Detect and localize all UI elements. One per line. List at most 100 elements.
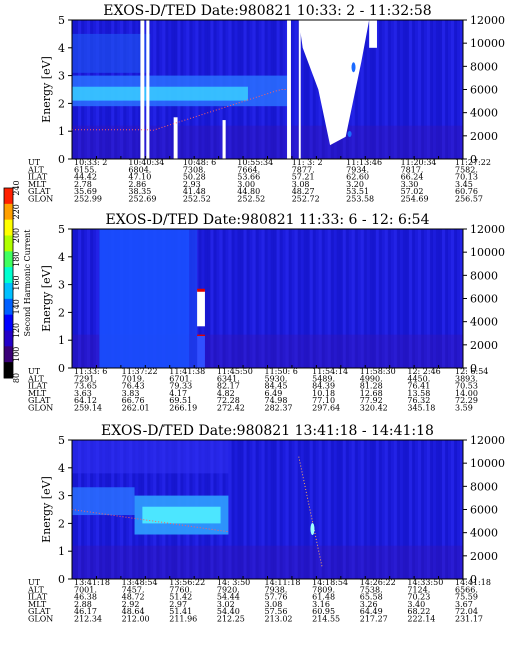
colorbar-tick-label: 200: [12, 228, 21, 243]
y-tick-label: 5: [58, 14, 65, 27]
row-value: 11:13:46: [346, 158, 382, 167]
heatmap-column: [456, 440, 461, 579]
heatmap-column: [261, 440, 265, 579]
row-value: 3.02: [217, 600, 235, 609]
heatmap-column: [225, 229, 229, 368]
row-value: 12.68: [360, 389, 383, 398]
heatmap-column: [312, 440, 317, 579]
data-gap: [140, 20, 145, 159]
heatmap-column: [357, 440, 362, 579]
heatmap-column: [363, 229, 368, 368]
row-value: 2.88: [74, 600, 92, 609]
heatmap-column: [348, 440, 353, 579]
row-value: 6804.: [128, 165, 151, 174]
y-tick-label: 4: [58, 251, 65, 264]
heatmap-band: [197, 336, 205, 368]
heatmap-column: [375, 229, 380, 368]
heatmap-column: [417, 440, 422, 579]
heatmap-column: [333, 440, 338, 579]
heatmap-column: [369, 440, 374, 579]
heatmap-column: [429, 440, 434, 579]
row-value: 57.02: [401, 187, 424, 196]
heatmap-column: [294, 229, 299, 368]
row-value: 214.55: [312, 615, 340, 624]
y2-tick-label: 4000: [470, 107, 498, 120]
y2-tick-label: 4000: [470, 527, 498, 540]
row-value: 74.98: [265, 396, 288, 405]
heatmap-column: [429, 229, 434, 368]
heatmap-column: [432, 440, 437, 579]
row-value: 81.28: [360, 382, 383, 391]
heatmap-column: [258, 440, 262, 579]
heatmap-column: [93, 229, 97, 368]
heatmap-column: [204, 229, 208, 368]
heatmap-column: [81, 229, 85, 368]
heatmap-column: [426, 20, 431, 159]
row-value: 12: 2:46: [407, 367, 440, 376]
heatmap-column: [438, 20, 443, 159]
row-value: 51.41: [169, 607, 192, 616]
row-value: 217.27: [360, 615, 388, 624]
heatmap-column: [405, 229, 410, 368]
heatmap-column: [327, 440, 332, 579]
heatmap-column: [357, 229, 362, 368]
row-label: GLAT: [28, 187, 51, 196]
heatmap-column: [360, 20, 365, 159]
heatmap-column: [345, 229, 350, 368]
row-value: 84.39: [312, 382, 335, 391]
row-value: 60.95: [312, 607, 335, 616]
heatmap-column: [390, 440, 395, 579]
row-value: 211.96: [169, 615, 197, 624]
heatmap-column: [444, 440, 449, 579]
heatmap-column: [261, 229, 265, 368]
row-value: 44.42: [74, 173, 97, 182]
heatmap-column: [387, 440, 392, 579]
heatmap-column: [441, 440, 446, 579]
heatmap-column: [75, 229, 79, 368]
row-value: 48.72: [122, 593, 145, 602]
heatmap-column: [435, 20, 440, 159]
heatmap-column: [291, 440, 296, 579]
heatmap-column: [216, 229, 220, 368]
panel-title: EXOS-D/TED Date:980821 10:33: 2 - 11:32:…: [103, 3, 431, 19]
row-value: 7817.: [401, 165, 424, 174]
heatmap-column: [435, 440, 440, 579]
heatmap-column: [300, 20, 305, 159]
row-value: 7809.: [312, 585, 335, 594]
row-value: 3.30: [401, 180, 419, 189]
row-value: 6155.: [74, 165, 97, 174]
heatmap-column: [396, 20, 401, 159]
row-value: 48.27: [292, 187, 315, 196]
heatmap-column: [243, 229, 247, 368]
y-tick-label: 3: [58, 70, 65, 83]
heatmap-column: [438, 440, 443, 579]
heatmap-column: [222, 229, 226, 368]
heatmap-column: [282, 229, 287, 368]
heatmap-band: [189, 229, 198, 368]
heatmap-column: [375, 20, 380, 159]
heatmap-column: [381, 440, 386, 579]
heatmap-column: [309, 229, 314, 368]
heatmap-column: [240, 440, 244, 579]
heatmap-column: [366, 440, 371, 579]
y-tick-label: 5: [58, 223, 65, 236]
row-value: 50.28: [183, 173, 206, 182]
row-value: 2.78: [74, 180, 92, 189]
heatmap-spot: [310, 522, 315, 535]
temperature-trace: [71, 509, 229, 533]
row-value: 7538.: [360, 585, 383, 594]
data-gap: [146, 20, 150, 159]
heatmap-column: [420, 440, 425, 579]
heatmap-column: [417, 229, 422, 368]
row-value: 320.42: [360, 404, 388, 413]
heatmap-column: [402, 440, 407, 579]
heatmap-column: [315, 20, 320, 159]
heatmap-column: [384, 229, 389, 368]
row-value: 7124.: [407, 585, 430, 594]
colorbar-tick-label: 220: [12, 204, 21, 219]
heatmap-column: [348, 229, 353, 368]
heatmap-upper: [72, 440, 229, 474]
heatmap-column: [459, 229, 464, 368]
heatmap-column: [315, 440, 320, 579]
